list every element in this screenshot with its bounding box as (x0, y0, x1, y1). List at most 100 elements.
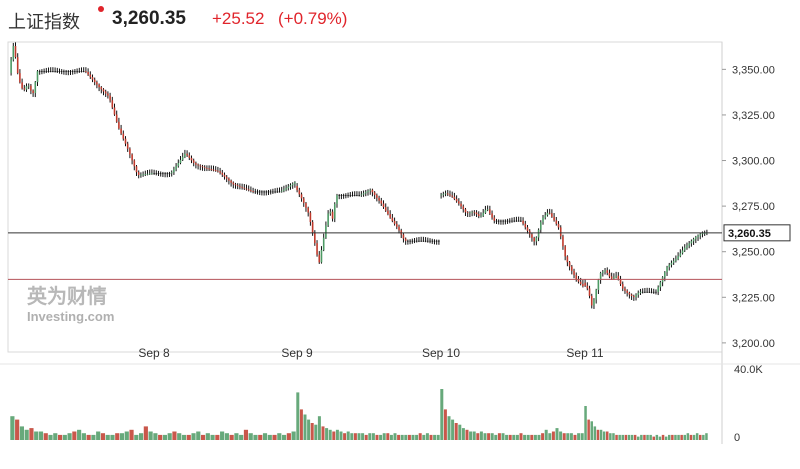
volume-bar (680, 434, 683, 440)
candle-body (402, 234, 405, 239)
candle-body (203, 167, 206, 168)
candle-body (254, 191, 257, 193)
volume-bar (215, 434, 220, 440)
volume-bar (325, 428, 329, 440)
volume-bar (43, 433, 48, 440)
candle-body (502, 220, 504, 222)
candle-body (60, 71, 63, 72)
candle-body (657, 287, 659, 292)
volume-bar (350, 433, 354, 440)
candle-body (568, 262, 571, 267)
candle-body (677, 256, 679, 259)
volume-bar (386, 433, 390, 440)
candle-body (261, 191, 263, 193)
y-tick-label: 3,300.00 (732, 156, 775, 168)
volume-bar (436, 434, 440, 440)
candle-body (548, 212, 551, 214)
candle-body (418, 240, 420, 242)
y-tick-label: 3,325.00 (732, 110, 775, 122)
candle-body (302, 198, 305, 204)
candle-body (269, 191, 272, 193)
candle-body (610, 276, 613, 279)
candle-body (247, 189, 250, 191)
candle-body (331, 211, 334, 219)
watermark-investing: Investing.com (27, 309, 114, 324)
candle-body (221, 172, 224, 175)
candle-body (25, 86, 28, 90)
candle-body (49, 71, 52, 72)
candle-body (118, 121, 120, 129)
candle-body (151, 173, 153, 175)
volume-bar (143, 426, 148, 440)
volume-bar (501, 433, 505, 440)
candle-body (626, 290, 628, 293)
volume-bar (643, 434, 646, 440)
candle-body (155, 173, 158, 175)
volume-bar (702, 434, 705, 440)
volume-bar (389, 434, 393, 440)
volume-bar (689, 434, 693, 440)
volume-bar (343, 433, 347, 440)
volume-bar (172, 431, 177, 440)
volume-bar (48, 434, 53, 440)
candle-body (74, 71, 76, 72)
volume-bar (38, 431, 44, 440)
candle-body (584, 282, 586, 286)
volume-bar (34, 431, 39, 440)
candle-body (16, 57, 19, 74)
candle-body (122, 133, 125, 139)
volume-bar (472, 431, 476, 440)
volume-bar (364, 434, 368, 440)
chart-grid (0, 41, 800, 444)
volume-bar (609, 433, 612, 440)
candle-body (692, 239, 695, 242)
volume-bar (72, 431, 77, 440)
candle-body (325, 225, 327, 238)
candle-body (537, 229, 540, 238)
candle-body (307, 207, 309, 213)
volume-bar (317, 416, 321, 440)
candle-body (517, 220, 520, 222)
candle-body (701, 233, 704, 235)
candle-body (648, 291, 651, 293)
volume-bar (96, 431, 101, 440)
volume-bar (627, 434, 631, 440)
volume-bar (686, 433, 690, 440)
candle-body (329, 211, 332, 214)
candle-body (157, 173, 160, 175)
plot-frame (7, 41, 723, 353)
candle-body (506, 220, 509, 222)
candle-body (382, 203, 385, 208)
volume-bar (555, 428, 559, 440)
y-tick-label: 3,275.00 (732, 201, 775, 213)
candle-body (415, 240, 418, 242)
candle-body (659, 282, 662, 288)
candle-body (230, 180, 232, 183)
candle-body (396, 223, 398, 227)
volume-bar (661, 434, 665, 440)
volume-bar (339, 431, 343, 440)
volume-bar (267, 434, 272, 440)
candle-body (670, 262, 673, 265)
candle-body (245, 188, 248, 190)
last-price-label: 3,260.35 (728, 228, 771, 240)
candle-body (358, 195, 360, 196)
volume-bar (544, 429, 548, 440)
candle-body (296, 186, 298, 191)
candle-body (500, 220, 502, 222)
candle-body (571, 266, 573, 271)
x-tick-label: Sep 8 (138, 346, 170, 360)
candle-body (697, 235, 699, 237)
volume-bar (699, 434, 702, 440)
candle-body (369, 189, 372, 191)
volume-bar (119, 433, 125, 440)
volume-bar (258, 434, 263, 440)
candle-body (340, 195, 343, 196)
candle-body (63, 71, 65, 72)
candle-body (173, 169, 175, 173)
candle-body (650, 291, 653, 293)
candle-body (197, 164, 199, 166)
time-axis: Sep 8 Sep 9 Sep 10 Sep 11 (138, 346, 604, 360)
candle-body (546, 212, 549, 216)
